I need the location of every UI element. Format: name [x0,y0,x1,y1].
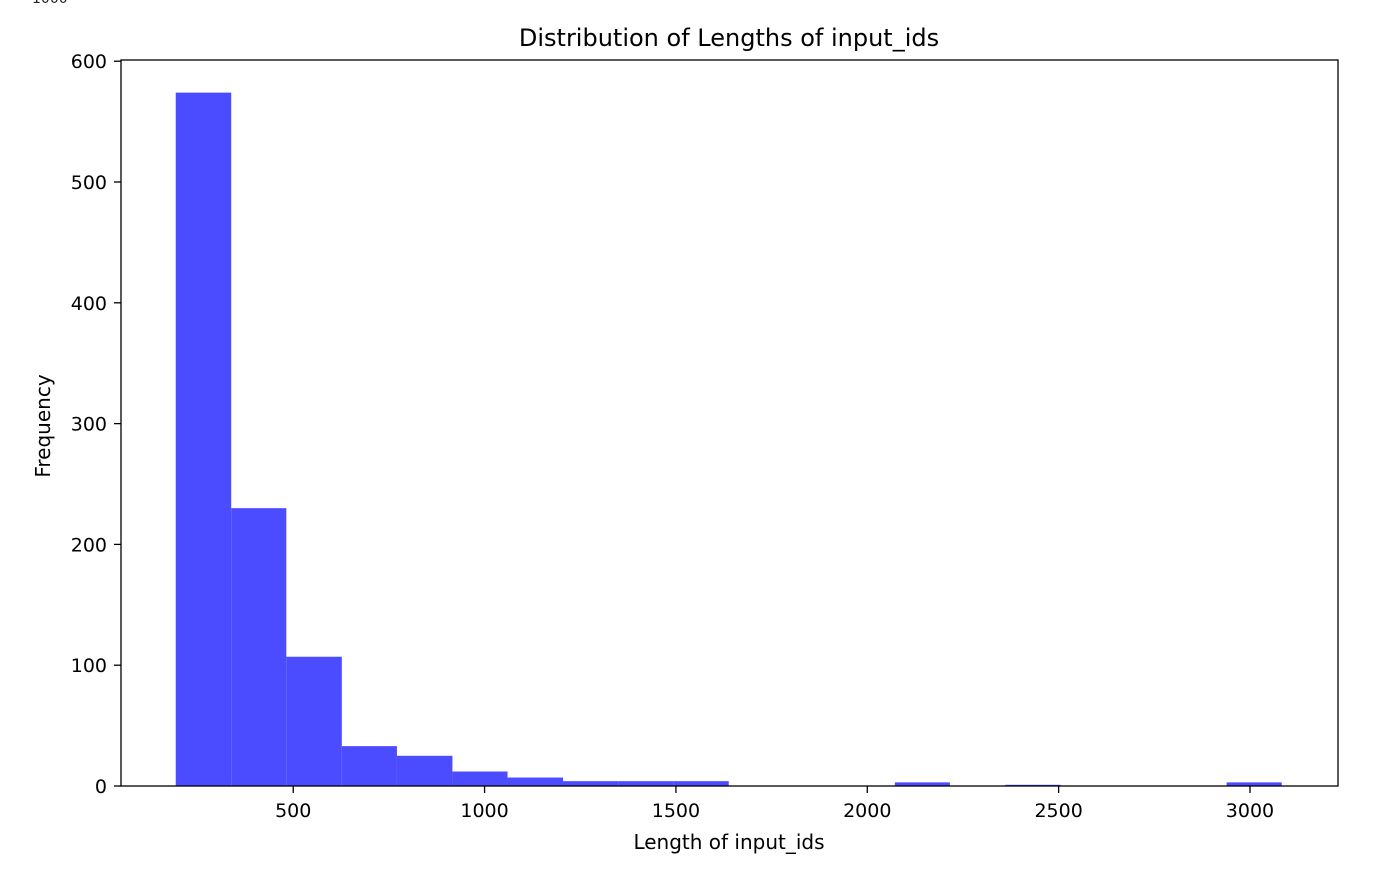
y-tick-label-0: 0 [95,776,107,798]
histogram-bar-8 [618,781,674,786]
x-tick-label-1500: 1500 [652,800,700,822]
histogram-bar-6 [507,777,564,786]
histogram-bar-5 [452,771,508,786]
chart-title: Distribution of Lengths of input_ids [519,24,939,52]
histogram-bar-19 [1226,782,1282,786]
y-tick-label-100: 100 [71,655,107,677]
histogram-bar-3 [341,746,397,786]
histogram-bar-4 [396,755,453,786]
histogram-bars [175,92,1282,786]
x-tick-label-500: 500 [275,800,311,822]
y-tick-label-400: 400 [71,293,107,315]
y-axis-label: Frequency [31,374,55,477]
histogram-bar-13 [894,782,950,786]
y-tick-label-200: 200 [71,534,107,556]
histogram-bar-2 [286,656,342,786]
histogram-bar-9 [673,781,729,786]
stray-axis-label: 1000 [32,0,68,7]
histogram-bar-1 [231,508,287,786]
y-tick-label-500: 500 [71,172,107,194]
x-axis-label: Length of input_ids [633,830,824,854]
histogram-bar-0 [175,92,232,786]
y-tick-label-600: 600 [71,51,107,73]
x-axis-ticks: 500 1000 1500 2000 2500 3000 [275,786,1274,822]
y-tick-label-300: 300 [71,414,107,436]
y-axis-ticks: 0 100 200 300 400 500 600 [71,51,121,798]
x-tick-label-1000: 1000 [460,800,508,822]
x-tick-label-2000: 2000 [843,800,891,822]
x-tick-label-3000: 3000 [1226,800,1274,822]
plot-frame [120,59,1339,787]
histogram-bar-7 [563,781,619,786]
x-tick-label-2500: 2500 [1034,800,1082,822]
